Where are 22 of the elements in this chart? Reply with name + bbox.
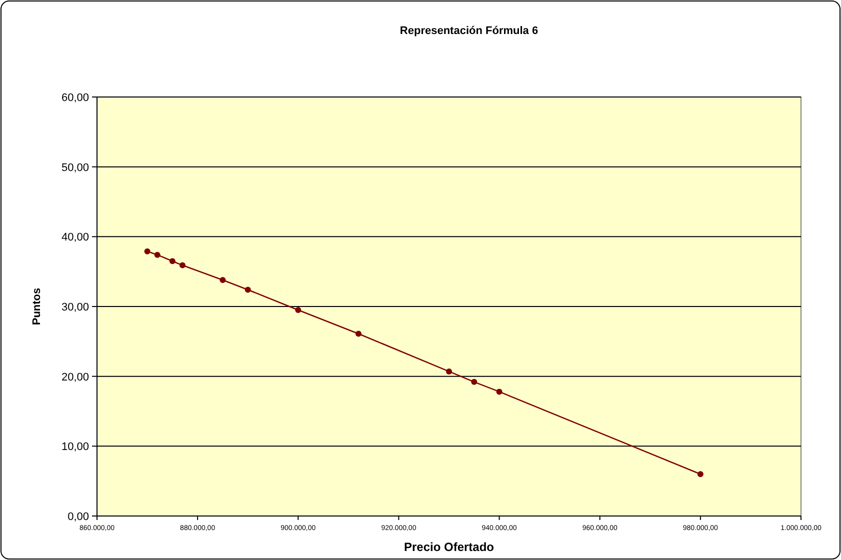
y-tick-label: 20,00 (61, 371, 89, 384)
point (446, 368, 452, 374)
point (154, 252, 160, 258)
y-tick-label: 50,00 (61, 162, 89, 174)
y-axis-title: Puntos (31, 288, 43, 326)
point (220, 276, 226, 283)
x-axis-title: Precio Ofertado (404, 540, 494, 554)
point (169, 258, 176, 264)
y-tick-label: 30,00 (61, 302, 89, 314)
point (244, 286, 251, 293)
y-tick-label: 10,00 (61, 441, 89, 454)
chart-title: Representación Fórmula 6 (400, 25, 538, 37)
point (697, 471, 704, 478)
point (144, 248, 150, 254)
y-tick-label: 0,00 (68, 511, 89, 523)
point (471, 378, 478, 385)
point (295, 306, 302, 313)
point (496, 388, 502, 395)
y-tick-label: 40,00 (61, 232, 89, 244)
point (355, 330, 362, 337)
point (179, 262, 186, 268)
y-tick-label: 60,00 (61, 92, 89, 104)
